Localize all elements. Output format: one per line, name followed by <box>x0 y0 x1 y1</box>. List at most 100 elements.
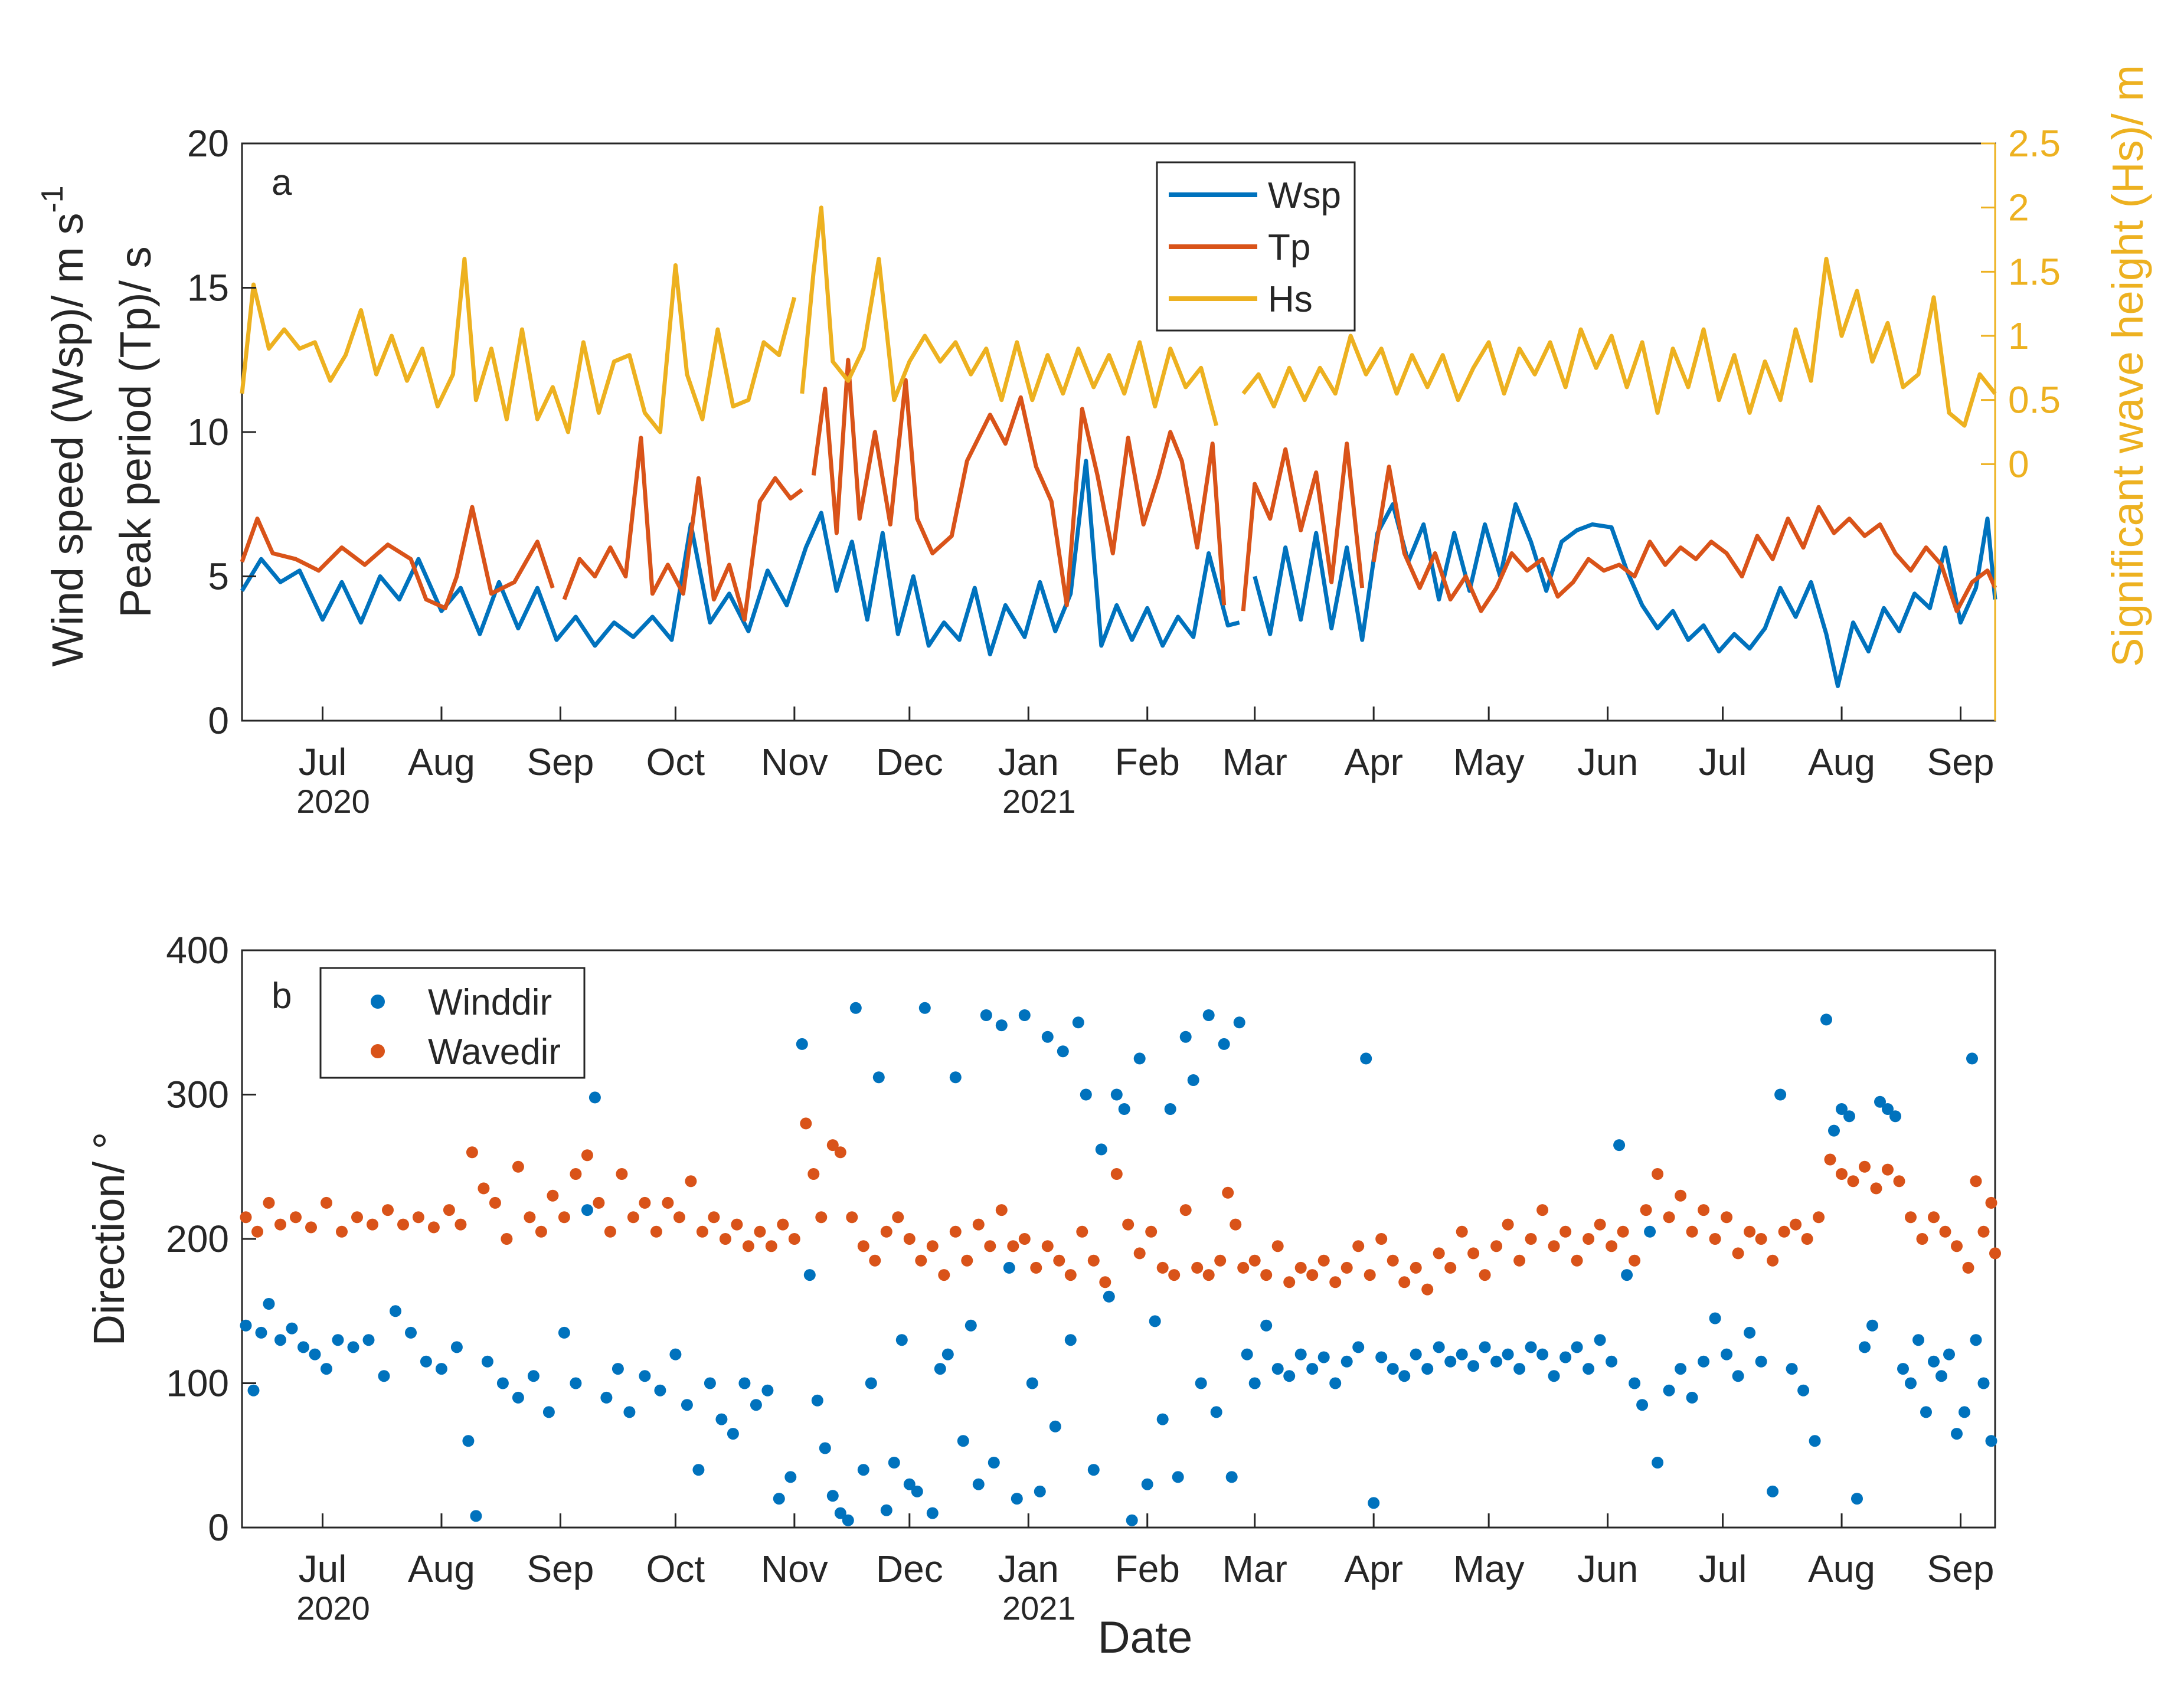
x-tick-label: Oct <box>646 741 705 783</box>
scatter-point <box>731 1218 743 1231</box>
scatter-point <box>1959 1406 1970 1418</box>
scatter-point <box>1525 1341 1537 1353</box>
scatter-point <box>1828 1124 1840 1137</box>
scatter-point <box>581 1149 593 1162</box>
scatter-point <box>593 1196 605 1209</box>
scatter-point <box>1057 1045 1069 1058</box>
scatter-point <box>1801 1233 1813 1245</box>
scatter-point <box>1613 1139 1626 1152</box>
panel-b-label: b <box>272 976 292 1016</box>
scatter-point <box>1187 1074 1199 1086</box>
panel-a-ylabel-line2: Wind speed (Wsp)/ m s-1 <box>35 185 92 666</box>
scatter-point <box>1145 1225 1158 1238</box>
scatter-point <box>1225 1471 1238 1483</box>
scatter-point <box>450 1341 463 1353</box>
scatter-point <box>512 1160 524 1173</box>
scatter-point <box>1836 1168 1848 1180</box>
panel-b-legend-box <box>319 967 586 1079</box>
scatter-point <box>934 1363 946 1375</box>
scatter-point <box>1072 1016 1084 1029</box>
scatter-point <box>1606 1240 1618 1252</box>
scatter-point <box>708 1211 720 1224</box>
series-points-winddir <box>240 1002 1997 1526</box>
x-tick-label: Aug <box>1808 741 1875 783</box>
x-tick-label: Apr <box>1344 741 1403 783</box>
scatter-point <box>949 1225 962 1238</box>
scatter-point <box>696 1225 708 1238</box>
scatter-point <box>1064 1334 1077 1346</box>
scatter-point <box>957 1435 969 1447</box>
scatter-point <box>1744 1225 1756 1238</box>
scatter-point <box>1774 1088 1787 1101</box>
y-tick-label: 0.5 <box>2008 379 2061 421</box>
scatter-point <box>1606 1355 1618 1368</box>
scatter-point <box>1644 1225 1656 1238</box>
scatter-point <box>263 1196 275 1209</box>
y-tick-label: 20 <box>187 122 229 165</box>
scatter-point <box>1966 1052 1978 1065</box>
panel-a-y-ticks-right: 0 0.5 1 1.5 2 2.5 <box>1981 122 2061 721</box>
scatter-point <box>1836 1103 1848 1115</box>
scatter-point <box>1882 1103 1894 1115</box>
scatter-point <box>1164 1103 1176 1115</box>
scatter-point <box>1364 1269 1376 1281</box>
series-line-tp <box>240 358 1997 622</box>
scatter-point <box>773 1493 785 1505</box>
scatter-point <box>1824 1153 1836 1166</box>
x-tick-label: Feb <box>1115 741 1180 783</box>
series-line-hs <box>240 205 1997 434</box>
scatter-point <box>321 1196 332 1209</box>
scatter-point <box>627 1211 639 1224</box>
scatter-point <box>1030 1261 1042 1274</box>
scatter-point <box>815 1211 828 1224</box>
scatter-point <box>1985 1196 1997 1209</box>
scatter-point <box>1172 1471 1184 1483</box>
scatter-point <box>1920 1406 1932 1418</box>
scatter-point <box>961 1254 973 1267</box>
scatter-point <box>1559 1351 1572 1363</box>
panel-a-legend: Wsp Tp Hs <box>1156 161 1356 332</box>
scatter-point <box>362 1334 375 1346</box>
x-tick-label: Jul <box>1699 741 1747 783</box>
scatter-point <box>918 1002 931 1014</box>
scatter-point <box>481 1355 493 1368</box>
scatter-point <box>1195 1377 1207 1389</box>
scatter-point <box>251 1225 263 1238</box>
scatter-point <box>1786 1363 1798 1375</box>
x-tick-label: Sep <box>527 1548 594 1590</box>
scatter-point <box>796 1038 808 1050</box>
scatter-point <box>623 1406 636 1418</box>
scatter-point <box>1306 1363 1319 1375</box>
y-tick-label: 200 <box>166 1218 229 1260</box>
x-tick-label: Aug <box>1808 1548 1875 1590</box>
scatter-point <box>1168 1269 1181 1281</box>
x-tick-year: 2021 <box>1002 1590 1076 1627</box>
panel-b-legend: Winddir Wavedir <box>319 967 586 1079</box>
scatter-point <box>1064 1269 1077 1281</box>
scatter-point <box>1410 1348 1422 1361</box>
x-tick-label: Nov <box>761 1548 828 1590</box>
scatter-point <box>872 1071 885 1084</box>
scatter-point <box>857 1240 869 1252</box>
y-tick-label: 0 <box>2008 443 2029 485</box>
scatter-point <box>892 1211 904 1224</box>
scatter-point <box>1594 1334 1606 1346</box>
scatter-point <box>1230 1218 1242 1231</box>
scatter-point <box>1179 1204 1192 1216</box>
scatter-point <box>1202 1009 1215 1021</box>
scatter-point <box>1962 1261 1974 1274</box>
scatter-point <box>390 1305 401 1317</box>
scatter-point <box>715 1413 728 1425</box>
x-tick-label: May <box>1453 741 1525 783</box>
scatter-point <box>527 1370 540 1382</box>
scatter-point <box>455 1218 467 1231</box>
scatter-point <box>1629 1254 1641 1267</box>
scatter-point <box>903 1478 916 1490</box>
scatter-point <box>1721 1211 1733 1224</box>
panel-b-series <box>240 1002 2001 1526</box>
scatter-point <box>1640 1204 1652 1216</box>
scatter-point <box>1444 1261 1457 1274</box>
y-tick-label: 300 <box>166 1074 229 1116</box>
